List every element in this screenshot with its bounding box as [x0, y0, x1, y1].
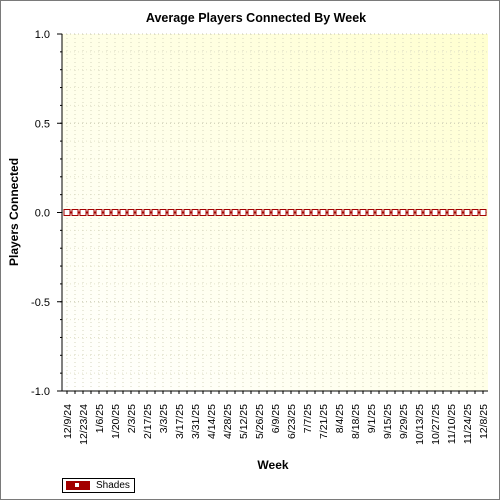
data-point [135, 209, 143, 216]
data-point [455, 209, 463, 216]
data-point [287, 209, 295, 216]
x-tick-label: 8/18/25 [350, 404, 362, 439]
data-point [383, 209, 391, 216]
y-axis-label: Players Connected [7, 158, 21, 266]
x-tick-label: 3/3/25 [158, 404, 170, 433]
x-tick-label: 4/28/25 [222, 404, 234, 439]
x-axis-label: Week [257, 458, 288, 472]
data-point [295, 209, 303, 216]
y-tick-label: 0.0 [35, 208, 50, 220]
x-tick-label: 11/10/25 [446, 404, 458, 444]
x-tick-label: 3/31/25 [190, 404, 202, 439]
data-point [127, 209, 135, 216]
data-point [359, 209, 367, 216]
x-tick-label: 12/8/25 [478, 404, 490, 439]
y-tick-label: -1.0 [31, 386, 50, 398]
x-tick-label: 10/13/25 [414, 404, 426, 445]
x-tick-label: 10/27/25 [430, 404, 442, 445]
y-tick-label: 1.0 [35, 29, 50, 41]
data-point [279, 209, 287, 216]
y-tick-label: -0.5 [31, 297, 50, 309]
data-point [199, 209, 207, 216]
data-point [463, 209, 471, 216]
data-point [271, 209, 279, 216]
series-shades [63, 209, 487, 216]
x-tick-label: 7/21/25 [318, 404, 330, 439]
x-tick-label: 7/7/25 [302, 404, 314, 433]
data-point [143, 209, 151, 216]
data-point [303, 209, 311, 216]
x-tick-label: 6/23/25 [286, 404, 298, 439]
x-tick-label: 9/29/25 [398, 404, 410, 439]
data-point [215, 209, 223, 216]
data-point [423, 209, 431, 216]
data-point [479, 209, 487, 216]
x-tick-label: 3/17/25 [174, 404, 186, 439]
data-point [471, 209, 479, 216]
data-point [319, 209, 327, 216]
chart-title: Average Players Connected By Week [146, 11, 366, 25]
data-point [183, 209, 191, 216]
x-tick-label: 1/6/25 [94, 404, 106, 433]
x-tick-label: 12/9/24 [62, 404, 74, 439]
grid [62, 33, 488, 392]
data-point [191, 209, 199, 216]
data-point [399, 209, 407, 216]
data-point [327, 209, 335, 216]
legend: Shades [62, 478, 135, 493]
data-point [255, 209, 263, 216]
data-point [103, 209, 111, 216]
data-point [111, 209, 119, 216]
data-point [335, 209, 343, 216]
data-point [263, 209, 271, 216]
x-tick-label: 4/14/25 [206, 404, 218, 439]
x-tick-label: 11/24/25 [462, 404, 474, 444]
data-point [63, 209, 71, 216]
legend-label-shades: Shades [96, 480, 130, 491]
data-point [207, 209, 215, 216]
x-tick-label: 9/1/25 [366, 404, 378, 433]
x-tick-label: 12/23/24 [78, 404, 90, 445]
data-point [239, 209, 247, 216]
data-point [311, 209, 319, 216]
data-point [231, 209, 239, 216]
data-point [151, 209, 159, 216]
data-point [87, 209, 95, 216]
x-tick-label: 9/15/25 [382, 404, 394, 439]
data-point [407, 209, 415, 216]
x-tick-label: 5/12/25 [238, 404, 250, 439]
data-point [175, 209, 183, 216]
y-tick-label: 0.5 [35, 118, 50, 130]
data-point [79, 209, 87, 216]
x-tick-label: 6/9/25 [270, 404, 282, 433]
x-tick-label: 2/3/25 [126, 404, 138, 433]
data-point [159, 209, 167, 216]
data-point [343, 209, 351, 216]
x-tick-label: 5/26/25 [254, 404, 266, 439]
data-point [439, 209, 447, 216]
legend-swatch-shades [66, 481, 90, 490]
data-point [375, 209, 383, 216]
data-point [119, 209, 127, 216]
data-point [391, 209, 399, 216]
data-point [167, 209, 175, 216]
data-point [247, 209, 255, 216]
data-point [95, 209, 103, 216]
data-point [367, 209, 375, 216]
data-point [223, 209, 231, 216]
x-tick-label: 2/17/25 [142, 404, 154, 439]
data-point [415, 209, 423, 216]
axes: 1.0 0.5 0.0 -0.5 -1.0 12/9/24 12/23/24 1/6/25 1/… [31, 29, 490, 445]
data-point [431, 209, 439, 216]
data-point [351, 209, 359, 216]
data-point [447, 209, 455, 216]
x-tick-label: 1/20/25 [110, 404, 122, 439]
data-point [71, 209, 79, 216]
x-tick-label: 8/4/25 [334, 404, 346, 433]
